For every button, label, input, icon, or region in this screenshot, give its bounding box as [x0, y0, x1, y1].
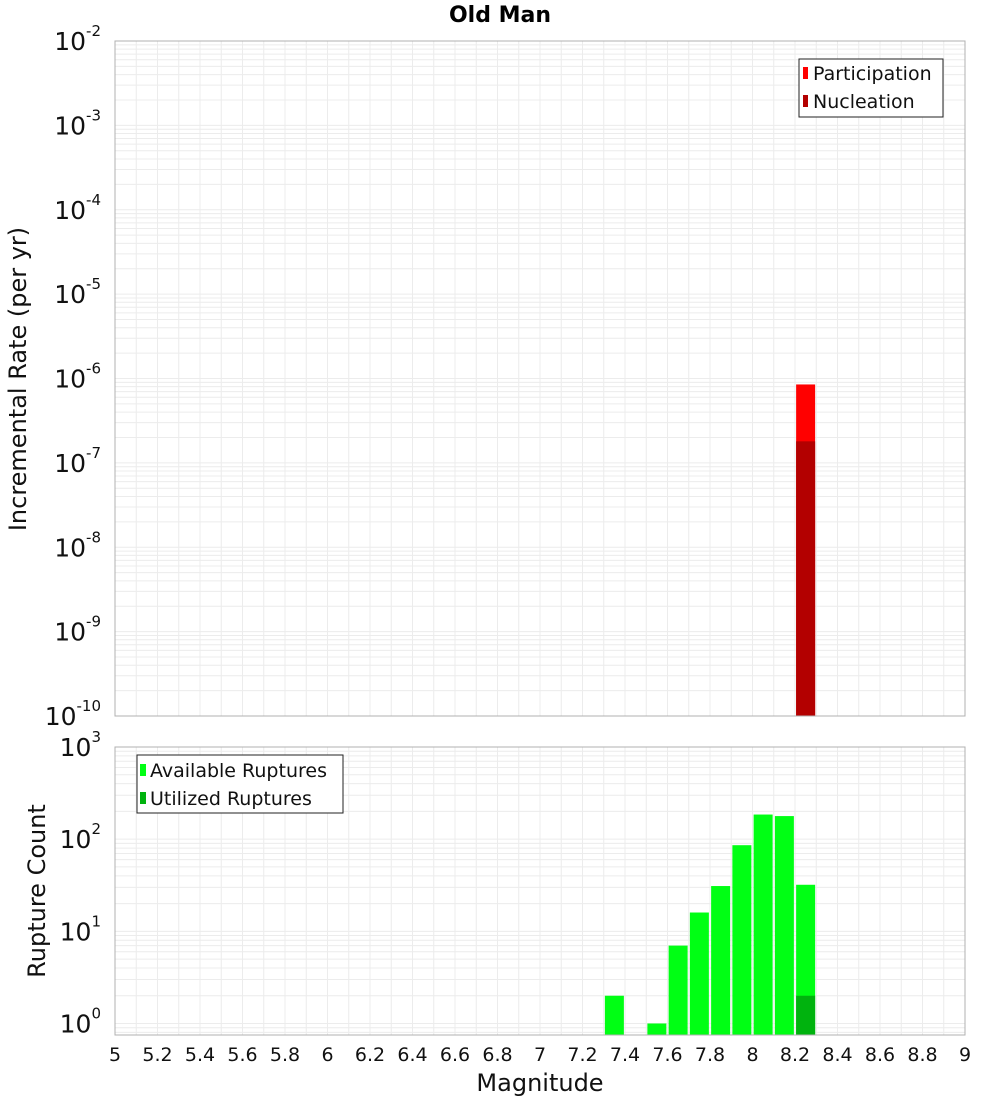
- nucleation-bar: [796, 441, 816, 716]
- x-tick-label: 7: [534, 1044, 546, 1066]
- rate-y-tick-label: 10-3: [54, 106, 101, 140]
- x-tick-label: 6.2: [355, 1044, 385, 1066]
- rate-y-tick-label: 10-9: [54, 613, 101, 647]
- available-legend-label: Available Ruptures: [150, 760, 327, 782]
- rate-legend-box: [798, 58, 944, 118]
- rate-panel: 10-10 10-9 10-8 10-7 10-6 10-5 10-4 10-3 10-2 In…: [4, 22, 966, 731]
- x-tick-label: 7.6: [652, 1044, 682, 1066]
- rate-plot-frame: [114, 40, 966, 717]
- x-tick-label: 8.8: [907, 1044, 937, 1066]
- available-ruptures-bar: [711, 886, 731, 1035]
- nucleation-legend-swatch: [803, 95, 808, 107]
- rate-y-tick-label: 10-4: [54, 191, 101, 225]
- rate-y-tick-label: 10-8: [54, 528, 101, 562]
- count-legend-box: [136, 754, 344, 814]
- rate-gridlines: [114, 41, 966, 717]
- count-panel: 100 101 102 103 Rupture Count Available Rup…: [23, 728, 966, 1038]
- x-tick-label: 8.6: [865, 1044, 895, 1066]
- rate-y-tick-label: 10-5: [54, 275, 101, 309]
- rate-y-tick-label: 10-6: [54, 360, 101, 394]
- x-tick-label: 6.6: [440, 1044, 470, 1066]
- x-ticks: 5 5.2 5.4 5.6 5.8 6 6.2 6.4 6.6 6.8 7 7.2 7.4 7.6 7.8 8…: [109, 1044, 971, 1066]
- utilized-ruptures-bar: [796, 995, 816, 1035]
- count-y-axis-label: Rupture Count: [23, 804, 51, 978]
- x-tick-label: 8.4: [822, 1044, 852, 1066]
- x-tick-label: 7.4: [610, 1044, 640, 1066]
- rate-y-axis-label: Incremental Rate (per yr): [4, 227, 32, 531]
- participation-legend-swatch: [803, 67, 808, 79]
- x-tick-label: 5: [109, 1044, 121, 1066]
- x-tick-label: 5.2: [142, 1044, 172, 1066]
- rate-y-tick-label: 10-7: [54, 444, 101, 478]
- x-tick-label: 9: [959, 1044, 971, 1066]
- x-tick-label: 6: [321, 1044, 333, 1066]
- count-y-tick-label: 101: [60, 912, 101, 946]
- count-bars: [604, 814, 816, 1035]
- count-y-tick-label: 103: [60, 728, 101, 762]
- participation-legend-label: Participation: [813, 63, 932, 85]
- count-y-tick-label: 100: [60, 1004, 101, 1038]
- x-tick-label: 5.4: [185, 1044, 215, 1066]
- available-ruptures-bar: [668, 945, 688, 1035]
- available-legend-swatch: [140, 764, 146, 776]
- rate-bars: [796, 384, 816, 716]
- x-tick-label: 7.2: [567, 1044, 597, 1066]
- x-tick-label: 5.8: [270, 1044, 300, 1066]
- rate-y-tick-label: 10-10: [45, 697, 101, 731]
- available-ruptures-bar: [689, 912, 709, 1035]
- rate-y-ticks: 10-10 10-9 10-8 10-7 10-6 10-5 10-4 10-3 10-2: [45, 22, 101, 731]
- utilized-legend-label: Utilized Ruptures: [150, 788, 312, 810]
- available-ruptures-bar: [774, 816, 794, 1035]
- x-tick-label: 6.8: [482, 1044, 512, 1066]
- x-tick-label: 8.2: [780, 1044, 810, 1066]
- x-tick-label: 7.8: [695, 1044, 725, 1066]
- available-ruptures-bar: [753, 814, 773, 1035]
- rate-y-tick-label: 10-2: [54, 22, 101, 56]
- rate-legend: Participation Nucleation: [798, 58, 944, 118]
- count-y-ticks: 100 101 102 103: [60, 728, 101, 1038]
- x-tick-label: 6.4: [397, 1044, 427, 1066]
- count-plot-frame: [114, 746, 966, 1036]
- count-y-tick-label: 102: [60, 820, 101, 854]
- x-axis-label: Magnitude: [476, 1069, 603, 1097]
- available-ruptures-bar: [647, 1023, 667, 1035]
- count-gridlines: [114, 747, 966, 1035]
- available-ruptures-bar: [604, 995, 624, 1035]
- utilized-legend-swatch: [140, 792, 146, 804]
- x-tick-label: 5.6: [227, 1044, 257, 1066]
- x-tick-label: 8: [746, 1044, 758, 1066]
- count-legend: Available Ruptures Utilized Ruptures: [136, 754, 344, 814]
- available-ruptures-bar: [732, 845, 752, 1035]
- chart-title: Old Man: [449, 3, 551, 28]
- nucleation-legend-label: Nucleation: [813, 91, 915, 113]
